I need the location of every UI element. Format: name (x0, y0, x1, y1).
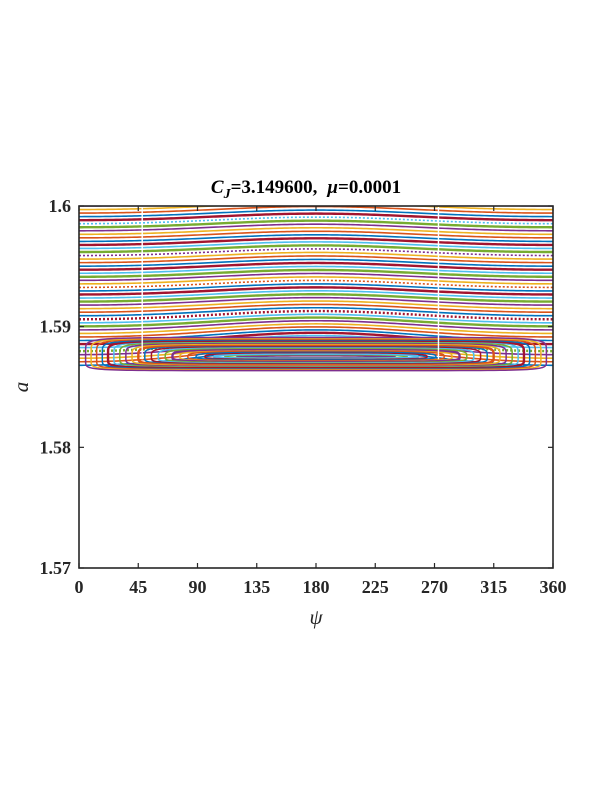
circulating-curve (79, 206, 553, 211)
libration-curve (84, 336, 548, 372)
axis-ticks: 0 45 90 135 180 225 270 315 360 1.57 1.58 1.59 1.6 (40, 196, 567, 597)
title-cj-symbol: C (211, 177, 224, 198)
x-tick-label: 315 (480, 577, 507, 597)
circulating-curve (79, 319, 553, 331)
x-tick-label: 270 (421, 577, 448, 597)
circulating-curve (79, 230, 553, 239)
white-separator-lines (141, 207, 440, 360)
circulating-curve (79, 306, 553, 317)
x-tick-label: 180 (303, 577, 330, 597)
circulating-curve (79, 309, 553, 321)
circulating-curve (79, 219, 553, 229)
circulating-curve (79, 248, 553, 257)
x-tick-label: 45 (129, 577, 147, 597)
circulating-curve (79, 300, 553, 310)
chart-title: CJ=3.149600, μ=0.0001 (211, 177, 401, 202)
circulating-curve (79, 223, 553, 232)
circulating-curve (79, 290, 553, 299)
circulating-curve (79, 286, 553, 296)
circulating-curve (79, 255, 553, 264)
title-cj-value: =3.149600, (231, 177, 318, 198)
circulating-curve (79, 326, 553, 338)
x-tick-label: 0 (75, 577, 84, 597)
circulating-curve (79, 261, 553, 271)
x-tick-label: 360 (540, 577, 567, 597)
circulating-curve (79, 237, 553, 247)
circulating-curve (79, 313, 553, 324)
title-mu-value: =0.0001 (338, 177, 401, 198)
trajectory-curves (79, 206, 553, 372)
circulating-curve (79, 272, 553, 282)
circulating-curve (79, 234, 553, 243)
plot-background (79, 206, 553, 568)
circulating-curve (79, 251, 553, 260)
circulating-curve (79, 244, 553, 254)
circulating-curve (79, 293, 553, 303)
circulating-curve (79, 303, 553, 313)
circulating-curve (79, 212, 553, 222)
circulating-curve (79, 276, 553, 285)
y-tick-label: 1.57 (40, 558, 72, 578)
y-axis-label: a (9, 382, 33, 393)
circulating-curve (79, 258, 553, 267)
x-tick-label: 135 (243, 577, 270, 597)
title-cj-subscript: J (223, 187, 232, 202)
circulating-curve (79, 268, 553, 278)
circulating-curve (79, 296, 553, 306)
svg-text:CJ=3.149600,μ=0.0001: CJ=3.149600, μ=0.0001 (211, 177, 401, 202)
y-tick-label: 1.59 (40, 317, 72, 337)
circulating-curve (79, 226, 553, 236)
circulating-curve (79, 316, 553, 328)
circulating-curve (79, 241, 553, 250)
circulating-curve (79, 283, 553, 292)
x-tick-label: 90 (189, 577, 207, 597)
circulating-curve (79, 279, 553, 289)
circulating-curve (79, 216, 553, 225)
title-mu-symbol: μ (326, 177, 338, 198)
x-axis-label: ψ (309, 605, 323, 629)
circulating-curve (79, 206, 553, 207)
y-tick-label: 1.6 (49, 196, 72, 216)
y-tick-label: 1.58 (40, 437, 72, 457)
circulating-curve (79, 323, 553, 335)
circulating-curve (79, 265, 553, 275)
x-tick-label: 225 (362, 577, 389, 597)
